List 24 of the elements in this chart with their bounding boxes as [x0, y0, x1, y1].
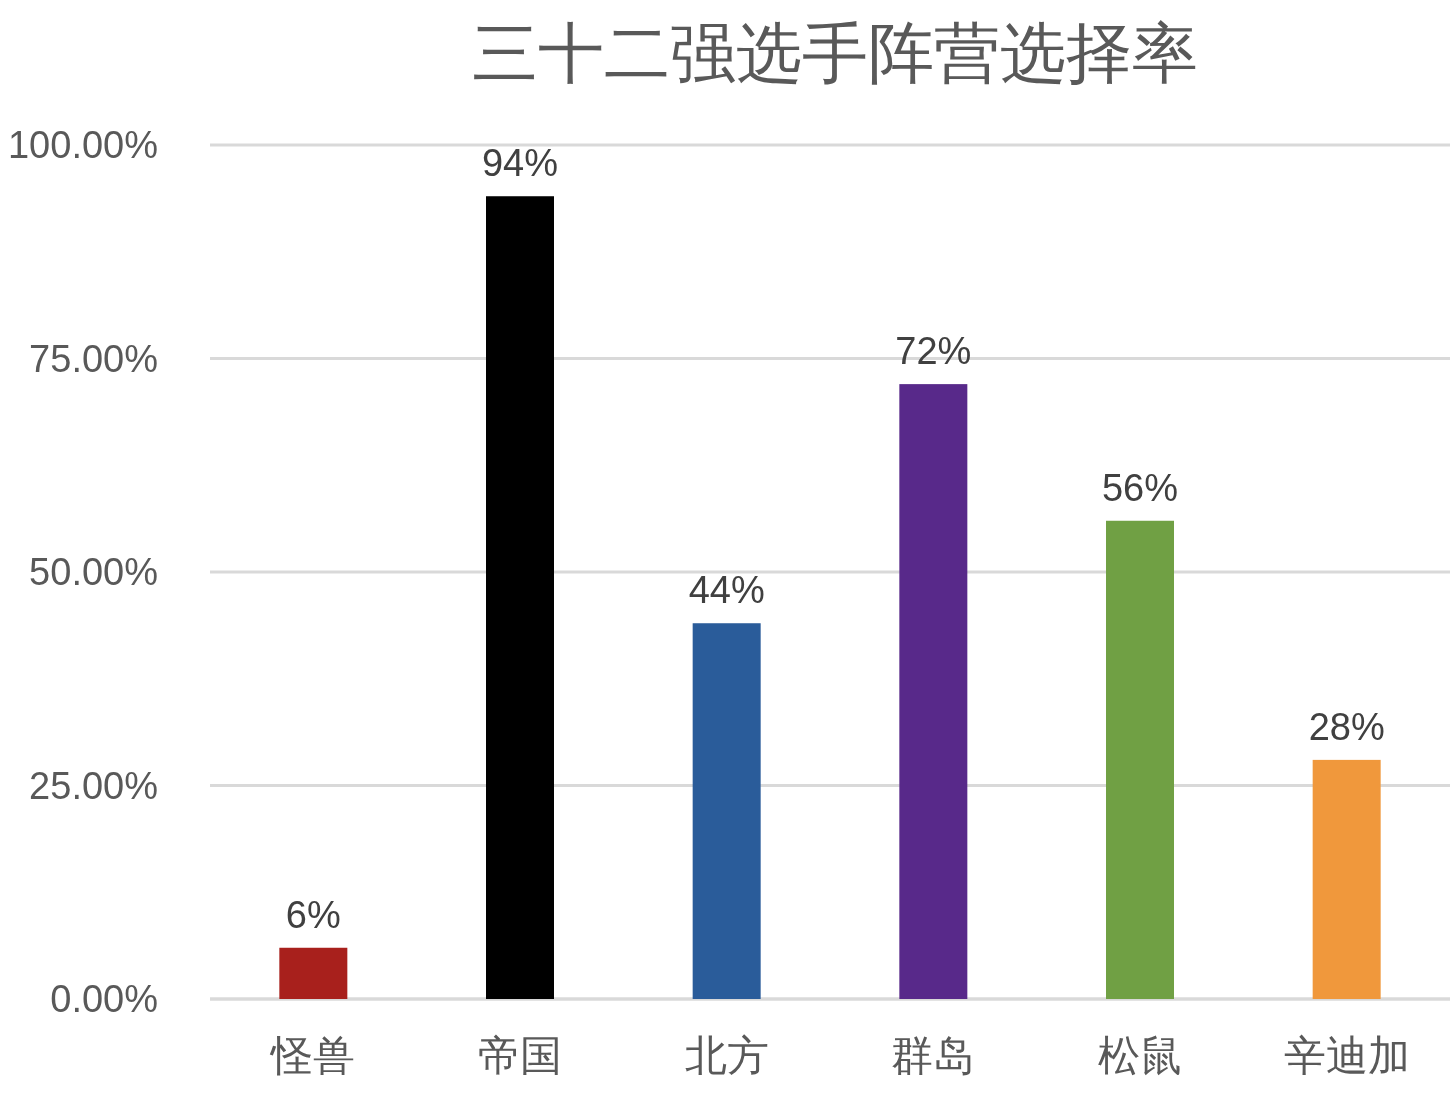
data-label: 56%	[1101, 466, 1179, 509]
data-label: 28%	[1308, 705, 1385, 748]
data-label: 94%	[481, 142, 559, 185]
x-tick-label: 帝国	[478, 1032, 562, 1079]
y-tick-label: 0.00%	[50, 978, 158, 1020]
x-tick-label: 怪兽	[269, 1032, 356, 1079]
data-label: 6%	[285, 893, 341, 936]
y-tick-label: 50.00%	[29, 551, 158, 593]
y-tick-label: 75.00%	[29, 337, 158, 380]
bar	[279, 947, 348, 999]
bar	[486, 196, 554, 999]
bar	[1312, 759, 1381, 999]
y-tick-label: 25.00%	[29, 764, 158, 807]
data-label: 44%	[688, 569, 765, 612]
bar	[692, 623, 761, 999]
x-tick-label: 松鼠	[1098, 1032, 1182, 1079]
bar	[1106, 520, 1174, 999]
bar	[899, 384, 968, 999]
chart-title: 三十二强选手阵营选择率	[472, 16, 1198, 90]
data-label: 72%	[895, 330, 972, 373]
y-tick-label: 100.00%	[7, 124, 158, 166]
x-tick-label: 北方	[684, 1032, 769, 1079]
x-tick-label: 辛迪加	[1283, 1032, 1410, 1079]
x-tick-label: 群岛	[891, 1032, 976, 1079]
